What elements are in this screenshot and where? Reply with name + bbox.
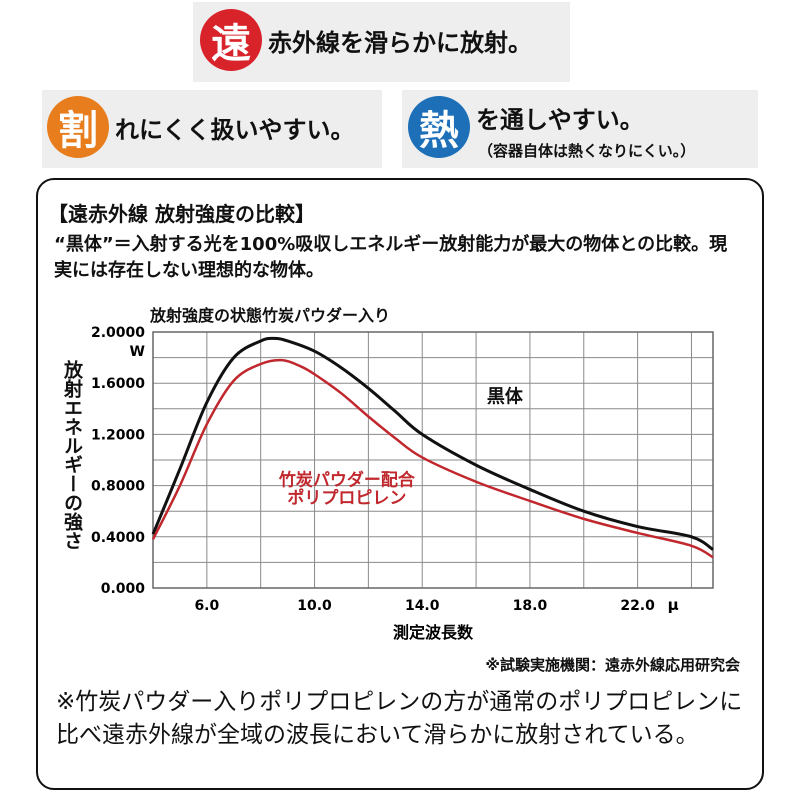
feature-1-text: 赤外線を滑らかに放射。 <box>268 28 532 57</box>
test-institution: ※試験実施機関：遠赤外線応用研究会 <box>485 656 740 674</box>
feature-1: 遠 赤外線を滑らかに放射。 <box>200 9 532 71</box>
x-unit-label: μ <box>668 596 679 614</box>
y-tick-label: 0.4000 <box>91 530 145 546</box>
y-tick-label: 1.2000 <box>91 427 145 443</box>
x-tick-label: 22.0 <box>620 598 655 614</box>
y-tick-labels: 0.000 0.4000 0.8000 1.2000 1.6000 2.0000 <box>91 325 145 597</box>
feature-3: 熱 を通しやすい。 <box>408 96 644 158</box>
footnote: ※竹炭パウダー入りポリプロピレンの方が通常のポリプロピレンに比べ遠赤外線が全域の… <box>56 689 743 748</box>
series-line-blackbody <box>151 336 714 551</box>
y-tick-label: 2.0000 <box>91 325 145 341</box>
chart-title: 放射強度の状態竹炭パウダー入り <box>150 306 391 325</box>
x-tick-label: 18.0 <box>513 598 548 614</box>
y-axis-label: 放射エネルギーの強さ <box>61 360 83 550</box>
x-tick-labels: 6.0 10.0 14.0 18.0 22.0 <box>194 598 655 614</box>
x-axis-label: 測定波長数 <box>393 623 474 642</box>
annotation-bamboo-line-1: 竹炭パウダー配合 <box>278 470 416 491</box>
badge-icon-netsu: 熱 <box>408 96 470 158</box>
series-line-bamboo-polypropylene <box>151 358 714 559</box>
feature-3-subtext: （容器自体は熱くなりにくい。） <box>478 142 696 160</box>
y-unit-label: W <box>130 344 145 360</box>
annotation-blackbody: 黒体 <box>487 385 524 407</box>
x-tick-label: 6.0 <box>194 598 219 614</box>
blackbody-definition: “黒体”＝入射する光を100%吸収しエネルギー放射能力が最大の物体との比較。現実… <box>54 234 728 281</box>
y-tick-label: 0.000 <box>101 581 146 597</box>
badge-icon-wari: 割 <box>47 96 109 158</box>
comparison-panel: 【遠赤外線 放射強度の比較】 “黒体”＝入射する光を100%吸収しエネルギー放射… <box>36 178 764 790</box>
feature-2-text: れにくく扱いやすい。 <box>115 115 355 144</box>
emission-chart: 0.000 0.4000 0.8000 1.2000 1.6000 2.0000 6.0 1… <box>91 325 714 642</box>
x-tick-label: 10.0 <box>297 598 332 614</box>
plot-frame <box>152 331 714 589</box>
series-lines <box>151 336 714 559</box>
annotation-bamboo-line-2: ポリプロピレン <box>287 488 406 509</box>
feature-3-text: を通しやすい。 <box>476 105 644 134</box>
panel-title: 【遠赤外線 放射強度の比較】 <box>48 202 315 226</box>
badge-icon-en: 遠 <box>200 9 262 71</box>
y-tick-label: 1.6000 <box>91 376 145 392</box>
y-tick-label: 0.8000 <box>91 479 145 495</box>
feature-2: 割 れにくく扱いやすい。 <box>47 96 355 158</box>
x-tick-label: 14.0 <box>405 598 440 614</box>
grid <box>152 331 714 589</box>
